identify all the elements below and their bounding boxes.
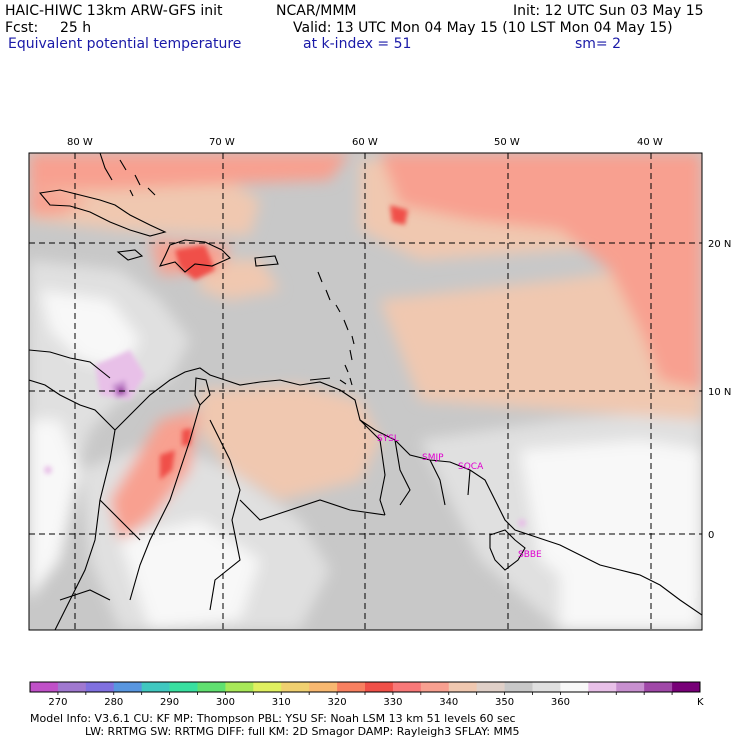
colorbar-swatch [392, 682, 422, 692]
colorbar-labels: 270 280 290 300 310 320 330 340 350 360 [48, 697, 570, 708]
colorbar-swatch [85, 682, 115, 692]
colorbar-swatch [616, 682, 645, 692]
init-time: Init: 12 UTC Sun 03 May 15 [513, 3, 704, 19]
model-title: HAIC-HIWC 13km ARW-GFS init [5, 3, 223, 19]
colorbar-swatch [560, 682, 589, 692]
station-label: SBBE [518, 550, 542, 560]
lat-label: 0 [708, 530, 714, 541]
lon-label: 50 W [494, 137, 520, 148]
colorbar-swatch [420, 682, 450, 692]
fcst-label: Fcst: [5, 20, 39, 36]
coastlines [29, 153, 702, 630]
model-info-line1: Model Info: V3.6.1 CU: KF MP: Thompson P… [30, 712, 516, 725]
colorbar-swatch [169, 682, 198, 692]
colorbar-swatch [448, 682, 477, 692]
map-frame [28, 152, 703, 631]
colorbar-swatch [141, 682, 170, 692]
org-label: NCAR/MMM [276, 3, 357, 19]
colorbar-unit: K [697, 697, 704, 708]
lat-label: 10 N [708, 387, 731, 398]
colorbar-label: 360 [551, 697, 570, 708]
valid-time: Valid: 13 UTC Mon 04 May 15 (10 LST Mon … [293, 20, 673, 36]
colorbar-swatch [476, 682, 505, 692]
colorbar-label: 270 [48, 697, 67, 708]
lon-label: 70 W [209, 137, 235, 148]
colorbar-swatch [281, 682, 310, 692]
colorbar-swatch [30, 682, 59, 692]
colorbar-label: 280 [104, 697, 123, 708]
colorbar-label: 330 [383, 697, 402, 708]
colorbar-swatch [57, 682, 87, 692]
colorbar-swatch [225, 682, 254, 692]
colorbar-swatch [644, 682, 673, 692]
station-label: SOCA [458, 462, 484, 472]
model-info-line2: LW: RRTMG SW: RRTMG DIFF: full KM: 2D Sm… [85, 725, 520, 738]
colorbar-label: 300 [216, 697, 235, 708]
colorbar-swatch [672, 682, 701, 692]
colorbar-swatch [337, 682, 366, 692]
colorbar-label: 340 [439, 697, 458, 708]
lat-label: 20 N [708, 239, 731, 250]
colorbar-swatch [588, 682, 617, 692]
smoothing-info: sm= 2 [575, 36, 622, 52]
field-name: Equivalent potential temperature [8, 36, 242, 52]
colorbar-label: 320 [328, 697, 347, 708]
colorbar-swatch [365, 682, 394, 692]
colorbar-swatch [197, 682, 226, 692]
station-label: SYSL [377, 434, 399, 444]
theta-e-field [29, 153, 702, 630]
lon-label: 80 W [67, 137, 93, 148]
level-info: at k-index = 51 [303, 36, 412, 52]
colorbar-swatch [253, 682, 282, 692]
colorbar-label: 310 [272, 697, 291, 708]
colorbar-swatch [309, 682, 338, 692]
lon-label: 40 W [637, 137, 663, 148]
colorbar-swatch [532, 682, 561, 692]
colorbar-label: 350 [495, 697, 514, 708]
lon-labels: 80 W 70 W 60 W 50 W 40 W [67, 137, 663, 148]
graticule [29, 153, 702, 630]
colorbar-swatch [113, 682, 142, 692]
lon-label: 60 W [352, 137, 378, 148]
lat-labels: 20 N 10 N 0 [708, 239, 731, 541]
fcst-value: 25 h [60, 20, 92, 36]
station-label: SMJP [422, 453, 444, 463]
colorbar-swatch [504, 682, 533, 692]
colorbar-label: 290 [160, 697, 179, 708]
colorbar [29, 681, 701, 695]
